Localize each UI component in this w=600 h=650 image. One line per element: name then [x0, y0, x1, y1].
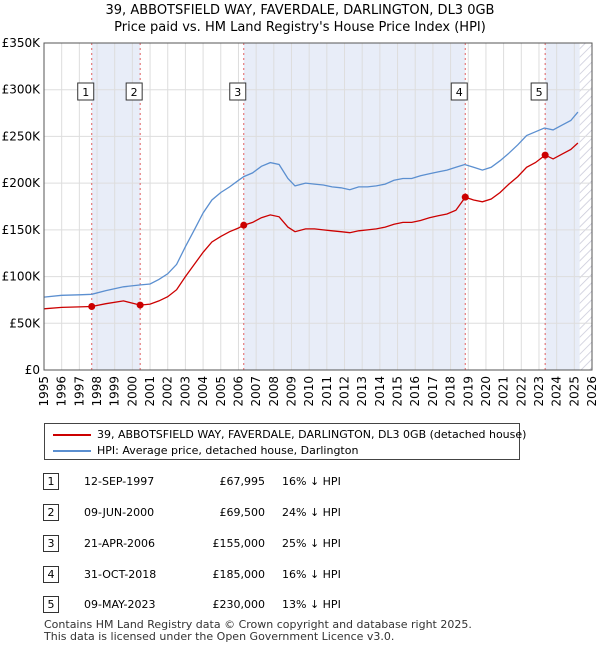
x-tick-label: 2005 — [214, 376, 228, 407]
x-tick-label: 2023 — [532, 376, 546, 407]
x-tick-label: 2011 — [320, 376, 334, 407]
transaction-date: 09-MAY-2023 — [84, 598, 156, 611]
x-tick-label: 2004 — [196, 376, 210, 407]
x-tick-label: 2025 — [567, 376, 581, 407]
sale-label-box — [125, 82, 143, 101]
transaction-date: 21-APR-2006 — [84, 537, 156, 550]
x-tick-label: 2021 — [497, 376, 511, 407]
sale-point — [461, 193, 469, 201]
sale-label-number: 5 — [536, 86, 543, 99]
chart-legend: 39, ABBOTSFIELD WAY, FAVERDALE, DARLINGT… — [44, 423, 526, 460]
transaction-number: 4 — [43, 566, 59, 583]
sale-label-number: 1 — [82, 86, 89, 99]
price-chart: 1 2 3 4 5 £0 £50K £100K £150K £200K £250K £300K £350… — [2, 36, 599, 407]
y-tick-label: £150K — [2, 223, 42, 237]
transaction-price: £69,500 — [219, 506, 266, 519]
transaction-number: 5 — [43, 596, 59, 613]
y-tick-label: £200K — [2, 176, 42, 190]
forecast-hatch-area — [579, 43, 592, 370]
transaction-hpi-diff: 25% ↓ HPI — [282, 537, 341, 550]
transaction-date: 12-SEP-1997 — [84, 475, 155, 488]
x-tick-label: 2018 — [444, 376, 458, 407]
plot-frame — [43, 42, 593, 371]
sale-point — [541, 151, 549, 159]
legend-label-property: 39, ABBOTSFIELD WAY, FAVERDALE, DARLINGT… — [97, 428, 527, 441]
x-tick-label: 2017 — [426, 376, 440, 407]
legend-label-hpi: HPI: Average price, detached house, Darl… — [97, 444, 359, 457]
x-tick-label: 1997 — [72, 376, 86, 407]
x-tick-label: 2020 — [479, 376, 493, 407]
x-tick-label: 2014 — [373, 376, 387, 407]
x-tick-label: 2026 — [585, 376, 599, 407]
x-tick-label: 1995 — [37, 376, 51, 407]
sale-label-box — [77, 82, 95, 101]
transaction-price: £155,000 — [212, 537, 266, 550]
x-tick-label: 2019 — [461, 376, 475, 407]
transaction-price: £185,000 — [212, 568, 266, 581]
y-tick-label: £0 — [25, 363, 40, 377]
transaction-hpi-diff: 16% ↓ HPI — [282, 568, 341, 581]
y-tick-label: £100K — [2, 270, 42, 284]
y-tick-label: £50K — [9, 316, 41, 330]
transaction-hpi-diff: 24% ↓ HPI — [282, 506, 341, 519]
x-tick-label: 2007 — [249, 376, 263, 407]
transaction-date: 09-JUN-2000 — [84, 506, 155, 519]
x-tick-label: 2012 — [338, 376, 352, 407]
transaction-number: 3 — [43, 535, 59, 552]
x-tick-label: 1996 — [55, 376, 69, 407]
x-tick-label: 2001 — [143, 376, 157, 407]
y-tick-label: £350K — [2, 36, 42, 50]
x-tick-label: 2009 — [284, 376, 298, 407]
transaction-hpi-diff: 13% ↓ HPI — [282, 598, 341, 611]
property-price-line — [43, 142, 579, 310]
sale-label-number: 2 — [131, 86, 138, 99]
chart-subtitle: Price paid vs. HM Land Registry's House … — [114, 20, 486, 35]
transaction-number: 1 — [43, 473, 59, 490]
sale-label-box — [450, 82, 468, 101]
transaction-price: £230,000 — [212, 598, 266, 611]
x-tick-label: 2002 — [161, 376, 175, 407]
x-tick-label: 2006 — [231, 376, 245, 407]
hpi-line — [43, 111, 579, 298]
x-tick-label: 2016 — [408, 376, 422, 407]
transaction-price: £67,995 — [219, 475, 266, 488]
y-tick-label: £300K — [2, 83, 42, 97]
footer-licence: This data is licensed under the Open Gov… — [44, 630, 395, 643]
legend-swatch-property — [53, 434, 91, 436]
x-tick-label: 2022 — [514, 376, 528, 407]
chart-title: 39, ABBOTSFIELD WAY, FAVERDALE, DARLINGT… — [105, 3, 495, 18]
sale-point — [136, 301, 144, 309]
footer-attribution: Contains HM Land Registry data © Crown c… — [44, 619, 472, 643]
sale-label-box — [229, 82, 247, 101]
sale-label-number: 3 — [234, 86, 241, 99]
x-tick-label: 2010 — [302, 376, 316, 407]
y-tick-label: £250K — [2, 129, 42, 143]
x-tick-label: 2024 — [550, 376, 564, 407]
x-tick-label: 1999 — [108, 376, 122, 407]
x-tick-label: 2008 — [267, 376, 281, 407]
ownership-period-band — [243, 43, 466, 370]
x-tick-label: 2003 — [178, 376, 192, 407]
x-tick-label: 2013 — [355, 376, 369, 407]
transaction-date: 31-OCT-2018 — [84, 568, 157, 581]
x-tick-label: 2015 — [391, 376, 405, 407]
transaction-number: 2 — [43, 504, 59, 521]
footer-copyright: Contains HM Land Registry data © Crown c… — [44, 618, 472, 631]
x-tick-label: 1998 — [90, 376, 104, 407]
legend-swatch-hpi — [53, 450, 91, 452]
sale-point — [88, 302, 96, 310]
transaction-hpi-diff: 16% ↓ HPI — [282, 475, 341, 488]
x-tick-label: 2000 — [125, 376, 139, 407]
sale-point — [240, 221, 248, 229]
sale-label-number: 4 — [456, 86, 463, 99]
sale-label-box — [530, 82, 548, 101]
